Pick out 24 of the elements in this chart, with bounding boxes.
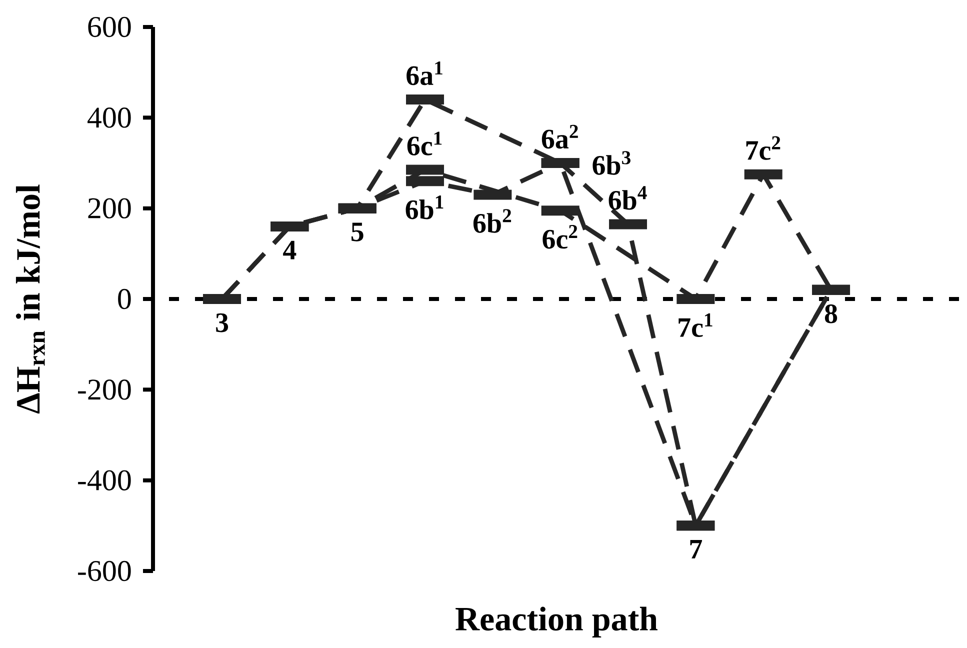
annotation: 6b$^{1}$	[406, 196, 444, 220]
annotation: 6a$^{1}$	[406, 61, 442, 86]
annotation: 6c$^{2}$	[542, 224, 578, 249]
annotation: 7c$^{2}$	[746, 136, 780, 160]
annotation: 6a$^{2}$	[542, 124, 578, 149]
annotation: 6b$^{2}$	[473, 209, 512, 233]
y-tick-label: 0	[118, 288, 131, 310]
y-tick-label: -400	[78, 470, 131, 490]
y-tick-label: 600	[88, 16, 131, 38]
y-tick-label: 400	[88, 108, 131, 128]
y-tick-label: 200	[88, 198, 131, 218]
annotation: 4	[283, 240, 296, 260]
annotation: 7	[690, 540, 702, 558]
annotation: 3	[216, 313, 228, 332]
y-tick-label: -200	[78, 380, 131, 400]
annotation: 6c$^{1}$	[407, 132, 442, 156]
annotation: 6b$^{3}$	[592, 151, 630, 175]
annotation: 6b$^{4}$	[608, 186, 647, 210]
annotation: 5	[351, 222, 364, 242]
annotation: 7c$^{1}$	[678, 313, 712, 338]
x-axis-title: Reaction path	[456, 606, 658, 638]
annotation: 8	[824, 304, 838, 324]
y-tick-label: -600	[78, 560, 131, 582]
y-axis-title: ΔH$_{rxn}$ in kJ/mol	[16, 184, 45, 414]
